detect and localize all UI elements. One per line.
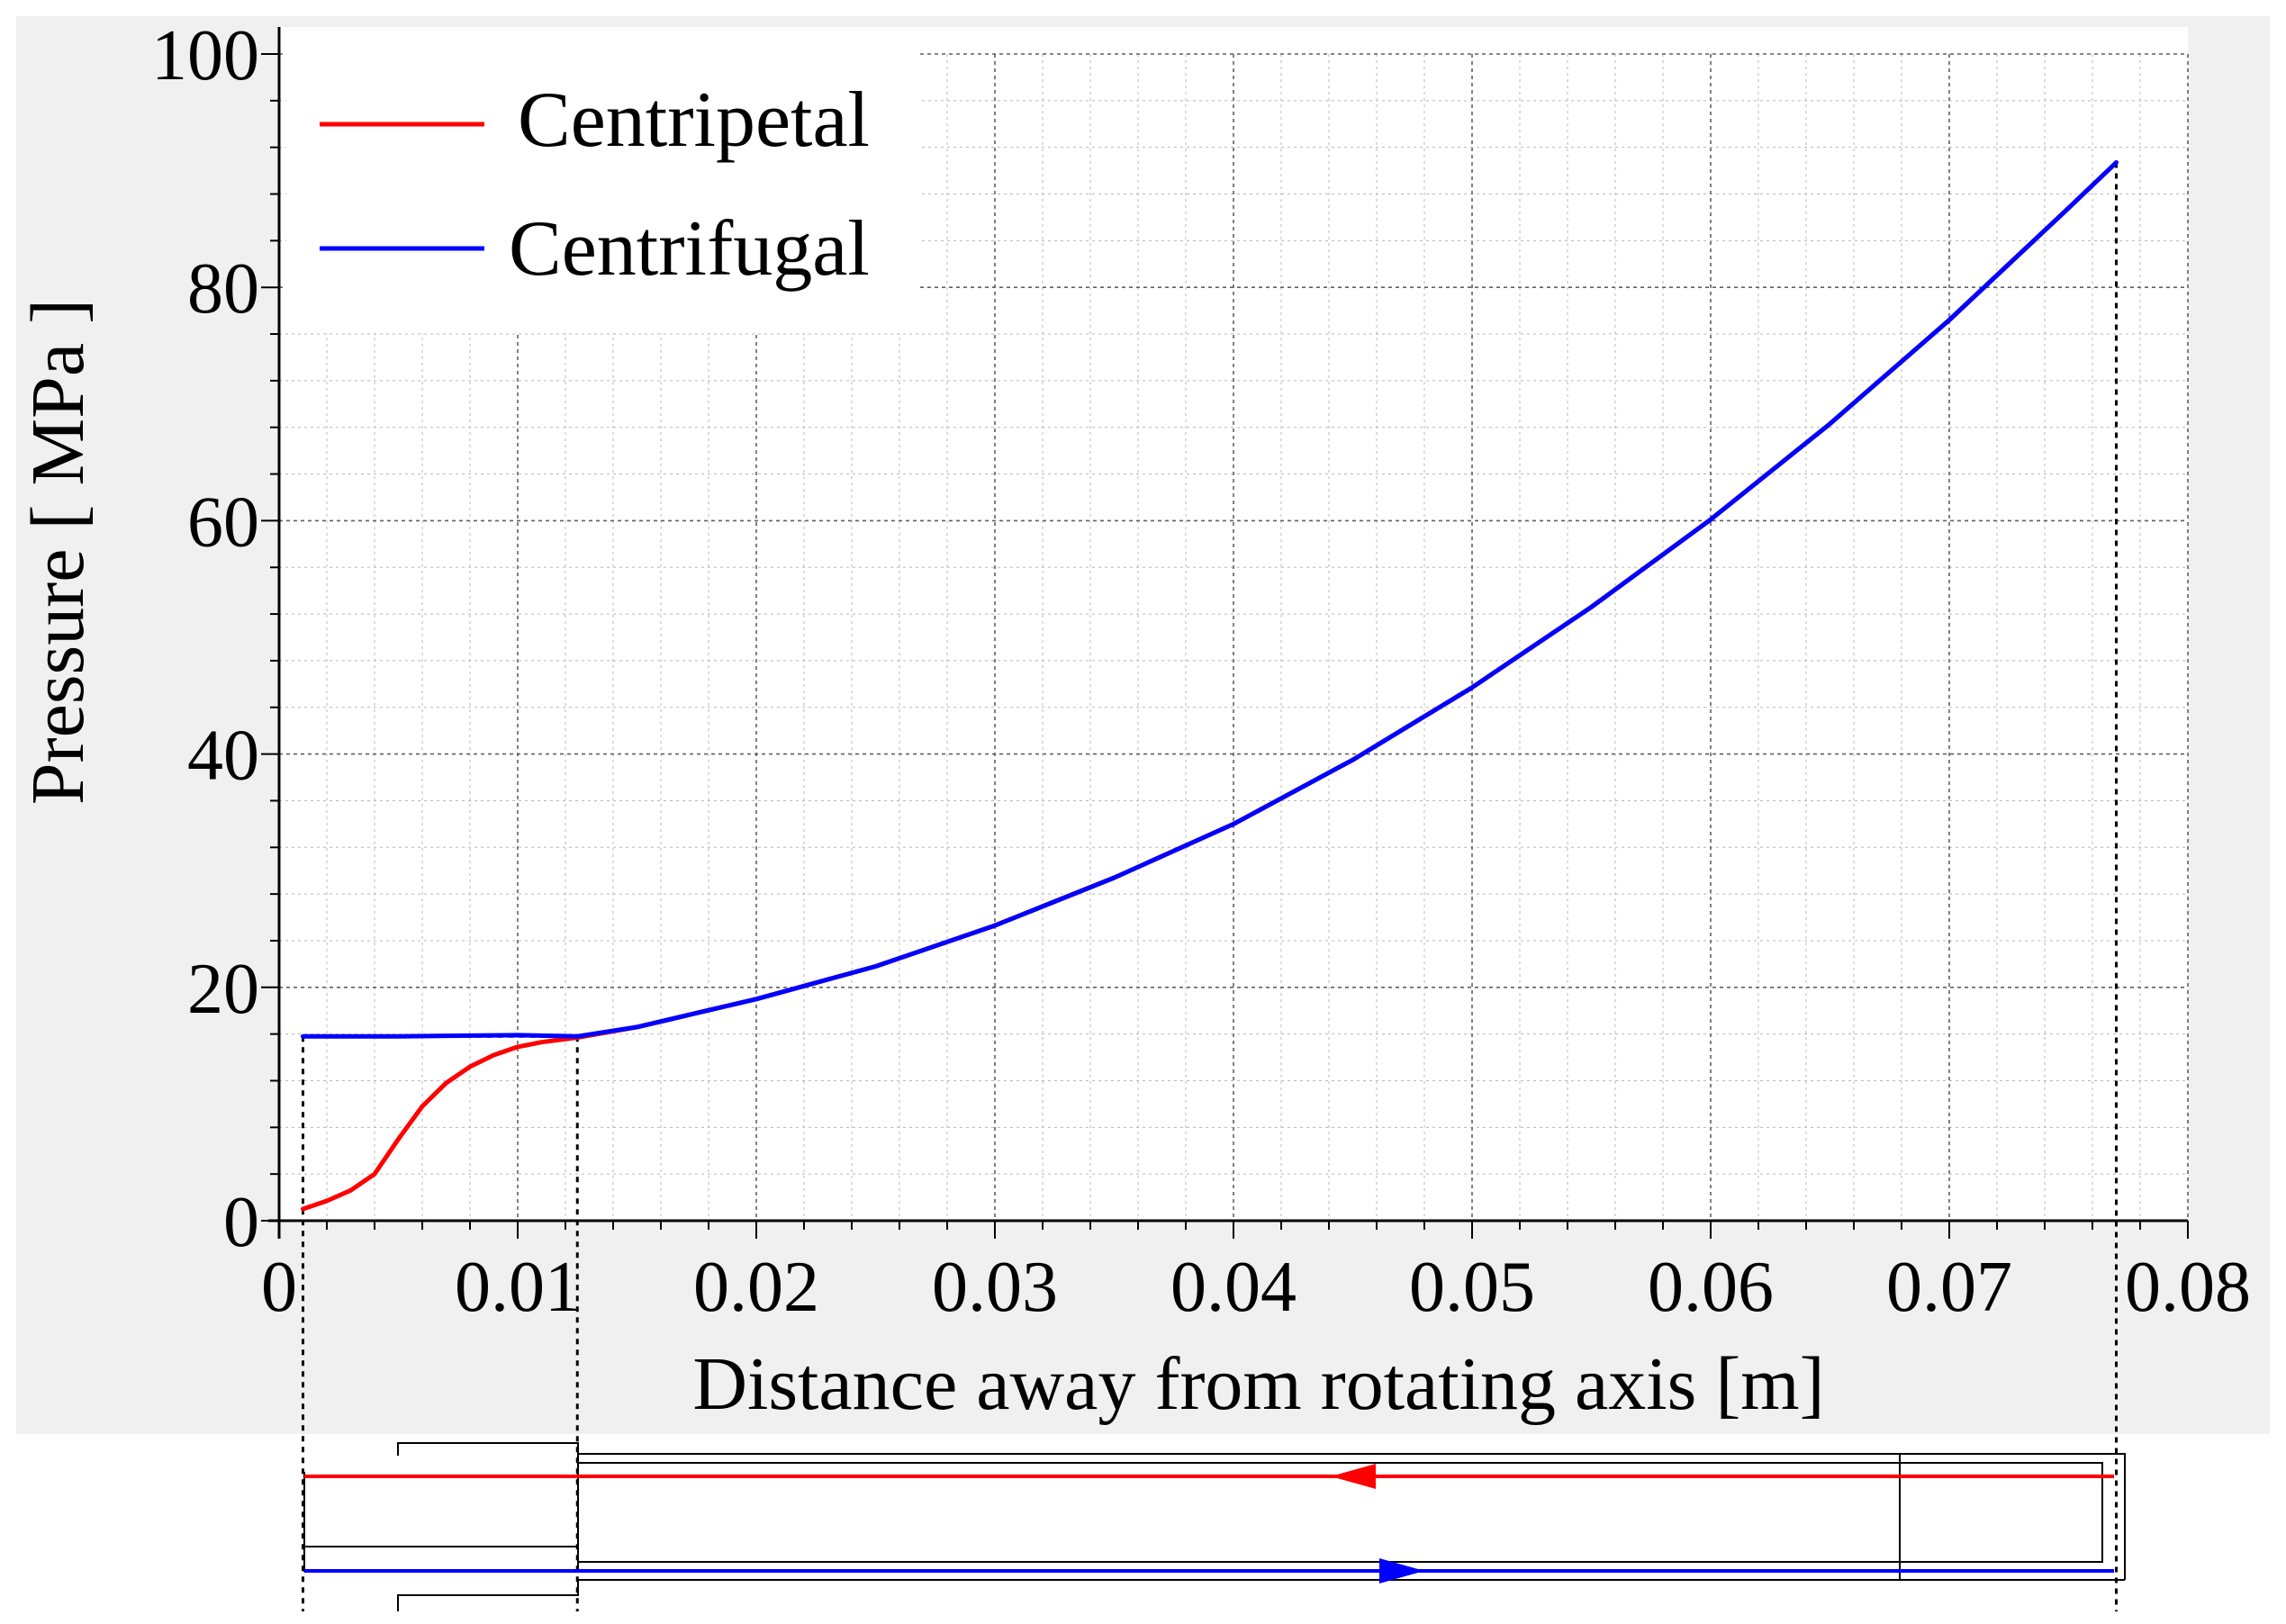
x-tick-label: 0.01 (455, 1248, 581, 1327)
x-tick-label: 0.02 (693, 1248, 819, 1327)
y-tick-label: 80 (187, 249, 259, 329)
legend-label-centrifugal: Centrifugal (509, 205, 870, 293)
x-tick-label: 0.03 (932, 1248, 1058, 1327)
centrifugal-flow-arrow (1379, 1558, 1424, 1583)
schematic-outer-outline (397, 1442, 579, 1463)
y-tick-label: 60 (187, 483, 259, 562)
series-lines (301, 160, 2119, 1212)
legend-label-centripetal: Centripetal (518, 77, 870, 164)
series-line-centrifugal (301, 160, 2119, 1039)
y-tick-label: 100 (151, 16, 259, 95)
x-tick-label: 0.05 (1409, 1248, 1535, 1327)
schematic-inner-outline (303, 1453, 2126, 1580)
x-tick-label: 0.08 (2125, 1248, 2251, 1327)
legend: Centripetal Centrifugal (286, 45, 918, 333)
x-axis-label: Distance away from rotating axis [m] (692, 1342, 1824, 1426)
x-tick-label: 0.04 (1170, 1248, 1297, 1327)
y-tick-label: 20 (187, 950, 259, 1029)
schematic-top-wall (578, 1462, 2103, 1563)
legend-box (286, 45, 918, 333)
schematic-bottom-outline (397, 1579, 2125, 1611)
axes (261, 27, 2189, 1239)
x-tick-label: 0.06 (1648, 1248, 1774, 1327)
y-tick-label: 40 (187, 717, 259, 796)
tick-labels: 0 0.01 0.02 0.03 0.04 0.05 0.06 0.07 0.08 0 20 40 60… (151, 16, 2251, 1327)
y-axis-label: Pressure [ MPa ] (16, 299, 100, 805)
x-tick-label: 0.07 (1886, 1248, 2012, 1327)
x-tick-label: 0 (261, 1248, 297, 1327)
y-tick-label: 0 (223, 1183, 259, 1262)
centripetal-flow-arrow (1331, 1464, 1376, 1489)
channel-schematic (303, 1442, 2126, 1611)
